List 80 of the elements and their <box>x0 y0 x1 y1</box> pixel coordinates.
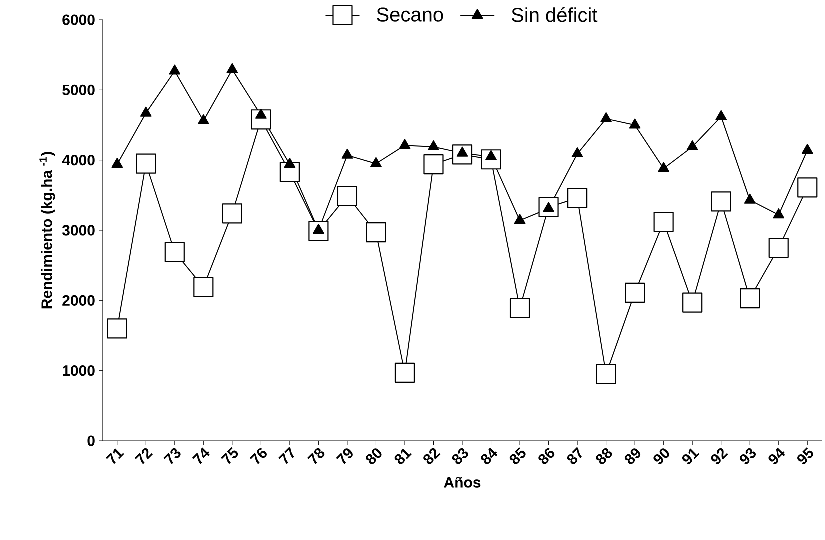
y-tick-label: 4000 <box>62 155 95 166</box>
point <box>716 110 728 120</box>
point <box>682 292 703 313</box>
point <box>802 144 814 154</box>
point <box>424 154 444 175</box>
y-tick-label: 0 <box>88 436 95 446</box>
point <box>711 192 732 212</box>
point <box>798 178 818 198</box>
point <box>342 148 354 159</box>
point <box>399 139 411 150</box>
point <box>456 146 468 157</box>
x-tick-label: 93 <box>740 448 756 464</box>
y-tick-label: 6000 <box>62 14 95 26</box>
x-tick-label: 84 <box>481 448 498 464</box>
x-tick-label: 91 <box>682 448 700 464</box>
point <box>198 114 210 125</box>
point <box>136 154 156 174</box>
x-tick-label: 71 <box>106 448 124 464</box>
point <box>222 204 242 224</box>
point <box>629 118 641 129</box>
point <box>370 157 382 168</box>
point <box>337 186 358 206</box>
x-tick-label: 78 <box>307 448 325 464</box>
point <box>394 362 416 383</box>
x-tick-label: 79 <box>336 448 353 464</box>
point <box>600 112 612 122</box>
point <box>112 158 124 168</box>
point <box>366 222 386 243</box>
x-tick-label: 87 <box>567 447 582 464</box>
point <box>514 214 526 224</box>
x-tick-label: 75 <box>221 447 238 464</box>
x-tick-label: 88 <box>596 448 612 464</box>
y-tick-label: 5000 <box>62 84 95 96</box>
y-tick-label: 1000 <box>63 366 95 376</box>
point <box>255 108 267 119</box>
x-tick-label: 92 <box>711 448 728 464</box>
x-tick-label: 80 <box>366 448 382 464</box>
point <box>107 318 128 339</box>
x-tick-label: 82 <box>424 448 441 464</box>
point <box>740 288 760 309</box>
point <box>567 188 588 208</box>
x-tick-label: 83 <box>452 448 468 464</box>
point <box>596 364 616 384</box>
x-tick-label: 76 <box>250 448 267 464</box>
x-axis-title: Años <box>444 476 481 488</box>
y-tick-label: 2000 <box>62 295 95 306</box>
point <box>654 212 674 232</box>
legend-label: Secano <box>377 8 444 22</box>
x-tick-label: 89 <box>624 448 641 464</box>
x-tick-label: 94 <box>768 448 786 464</box>
y-tick-label: 3000 <box>62 225 95 236</box>
point <box>284 158 296 168</box>
x-tick-label: 85 <box>510 448 526 464</box>
point <box>164 242 185 262</box>
point <box>510 298 530 318</box>
x-tick-label: 73 <box>164 448 181 464</box>
x-tick-label: 90 <box>654 448 670 464</box>
point <box>543 202 554 212</box>
x-tick-label: 86 <box>538 448 555 464</box>
x-tick-label: 81 <box>394 448 412 464</box>
point <box>658 162 670 172</box>
point <box>768 238 789 258</box>
x-tick-label: 74 <box>192 448 210 464</box>
point <box>140 106 152 117</box>
x-tick-label: 77 <box>278 447 294 464</box>
point <box>313 224 324 234</box>
point <box>686 140 698 151</box>
point <box>226 63 238 74</box>
x-tick-label: 72 <box>134 448 154 464</box>
point <box>625 282 646 303</box>
point <box>744 194 756 204</box>
point <box>194 277 214 298</box>
point <box>169 64 181 75</box>
point <box>486 150 497 160</box>
y-axis-title: Rendimiento (kg.ha $^{-1}$) <box>40 152 56 309</box>
legend-label: Sin déficit <box>512 7 598 22</box>
point <box>572 148 584 158</box>
point <box>773 208 785 219</box>
point <box>428 140 440 151</box>
x-tick-label: 95 <box>798 448 814 464</box>
